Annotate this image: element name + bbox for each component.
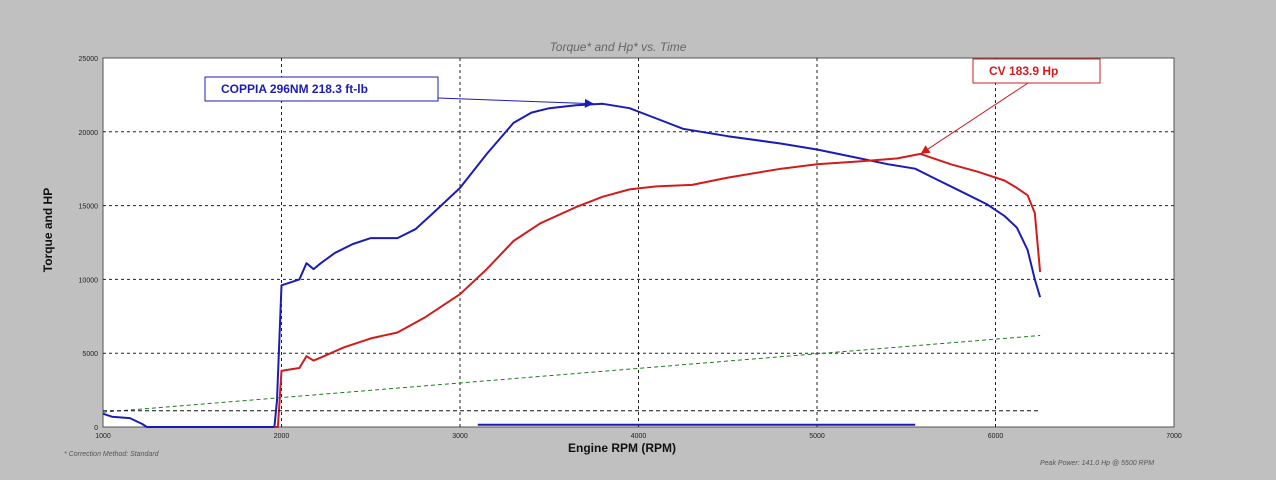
x-tick-label: 5000 — [809, 433, 825, 440]
x-tick-label: 7000 — [1166, 433, 1182, 440]
series-line-2 — [102, 335, 1041, 413]
annotation-arrow-line — [437, 97, 594, 105]
x-tick-label: 3000 — [452, 433, 468, 440]
annotation-arrow-line — [920, 82, 1029, 155]
y-tick-label: 5000 — [82, 351, 98, 358]
annotations-group: COPPIA 296NM 218.3 ft-lb CV 183.9 Hp — [204, 58, 1101, 155]
y-tick-label: 0 — [94, 425, 98, 432]
x-tick-label: 1000 — [95, 433, 111, 440]
y-tick-label: 15000 — [79, 204, 99, 211]
series-line-0 — [102, 102, 1042, 428]
annotation-label: CV 183.9 Hp — [989, 64, 1058, 78]
series-group — [102, 102, 1042, 428]
grid-lines — [103, 58, 1174, 427]
tick-labels: 1000 2000 3000 4000 5000 6000 7000 0 5000 10000 15… — [79, 56, 1182, 440]
y-tick-label: 10000 — [79, 277, 99, 284]
correction-footnote: * Correction Method: Standard — [64, 451, 159, 458]
series-line-1 — [274, 152, 1042, 428]
annotation-box — [204, 76, 439, 102]
annotation-box — [972, 58, 1101, 84]
annotation-label: COPPIA 296NM 218.3 ft-lb — [221, 82, 368, 96]
chart-title: Torque* and Hp* vs. Time — [550, 40, 687, 54]
x-tick-label: 4000 — [631, 433, 647, 440]
x-tick-label: 6000 — [988, 433, 1004, 440]
peak-power-footnote: Peak Power: 141.0 Hp @ 5500 RPM — [1040, 460, 1155, 467]
y-tick-label: 20000 — [79, 130, 99, 137]
x-tick-label: 2000 — [274, 433, 290, 440]
x-axis-label: Engine RPM (RPM) — [568, 441, 676, 455]
y-axis-label: Torque and HP — [41, 188, 55, 272]
annotation-arrowhead — [920, 145, 931, 154]
annotation-arrowhead — [584, 98, 594, 108]
y-tick-label: 25000 — [79, 56, 99, 63]
